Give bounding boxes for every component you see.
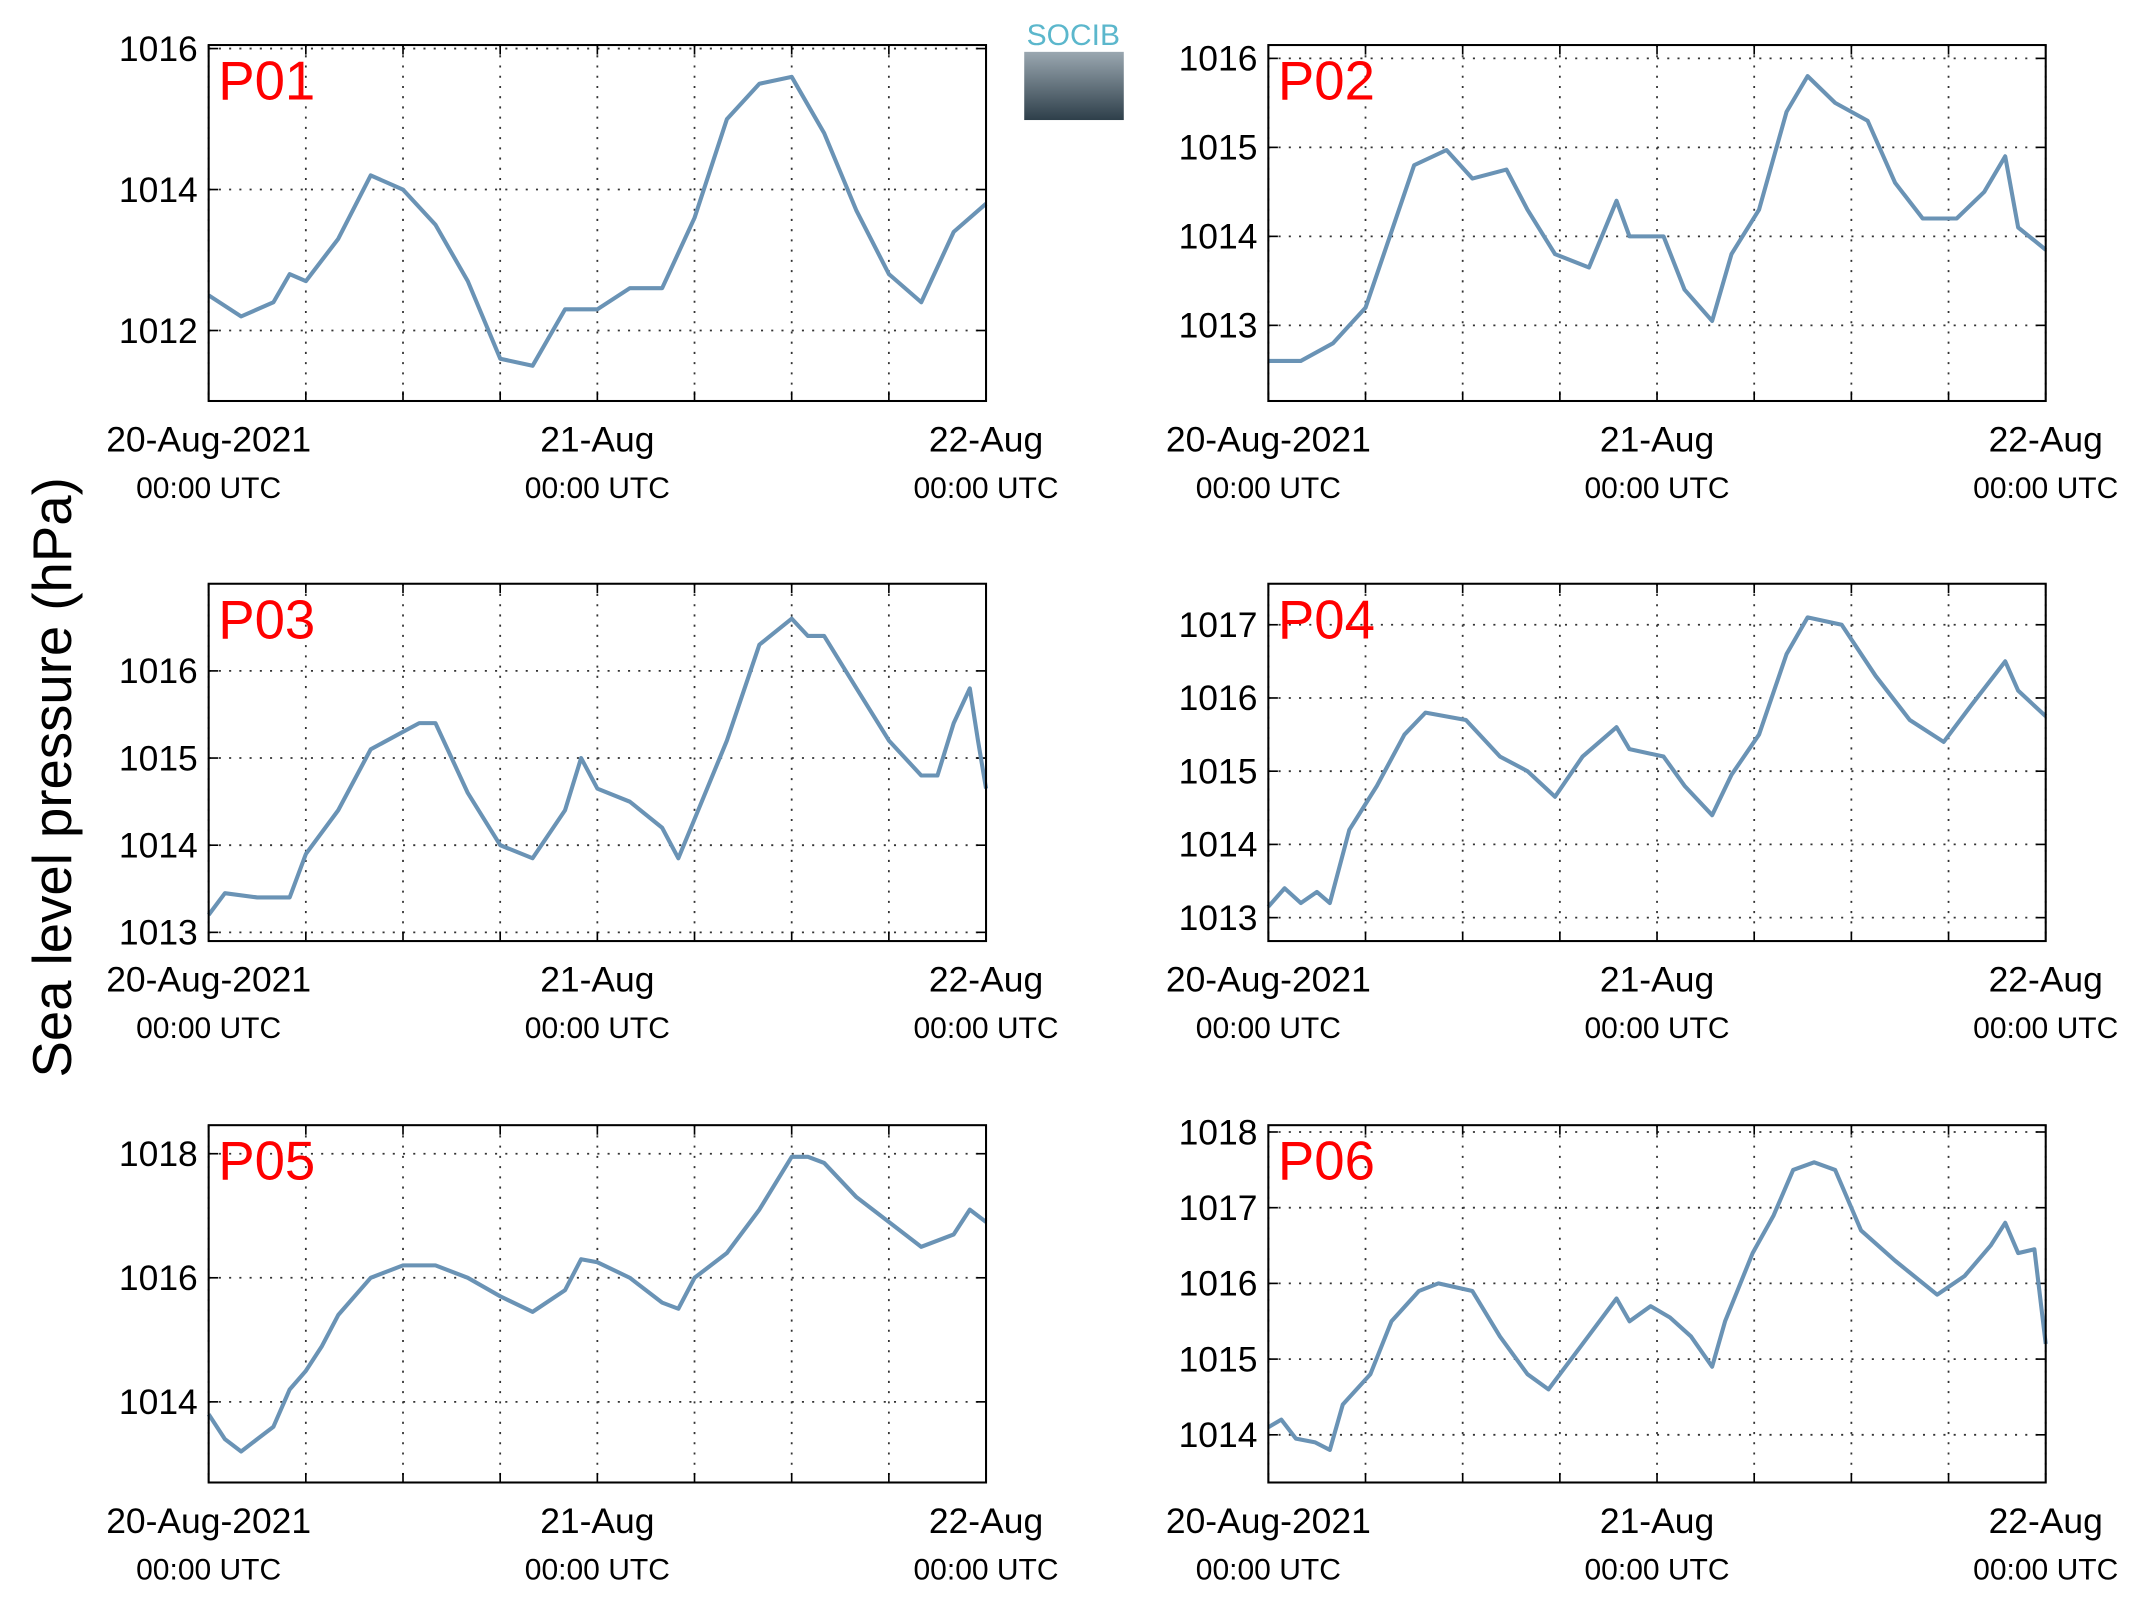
x-tick-label: 20-Aug-2021 00:00 UTC <box>106 960 311 1045</box>
x-tick-label: 21-Aug 00:00 UTC <box>525 1501 670 1586</box>
x-tick-label: 20-Aug-2021 00:00 UTC <box>1166 419 1371 504</box>
x-tick-label: 20-Aug-2021 00:00 UTC <box>106 1501 311 1586</box>
panel-title: P02 <box>1278 51 1375 112</box>
data-line <box>207 616 989 917</box>
x-tick-label: 22-Aug 00:00 UTC <box>913 960 1058 1045</box>
y-tick-label: 1015 <box>1179 1339 1258 1379</box>
y-tick-label: 1014 <box>1179 1415 1258 1455</box>
plot-area <box>208 45 987 401</box>
panel: 1014 1015 1016 1017 1018 20-Aug-2021 00:00 UTC… <box>1166 1112 2118 1586</box>
panel: 1013 1014 1015 1016 20-Aug-2021 00:00 UTC 21-A… <box>1166 39 2118 505</box>
y-axis-label: Sea level pressure (hPa) <box>22 477 83 1077</box>
logo: SOCIB <box>1024 19 1124 121</box>
panel-title: P05 <box>218 1131 315 1192</box>
data-line <box>206 1154 988 1454</box>
logo-text: SOCIB <box>1027 19 1120 52</box>
panel-title: P06 <box>1278 1131 1375 1192</box>
y-tick-label: 1014 <box>119 1382 198 1422</box>
panel-title: P04 <box>1278 589 1375 650</box>
plot-area <box>208 1125 987 1483</box>
y-tick-label: 1016 <box>1179 678 1258 718</box>
y-tick-label: 1018 <box>1179 1112 1258 1152</box>
y-tick-label: 1013 <box>1179 306 1258 346</box>
y-tick-label: 1018 <box>119 1134 198 1174</box>
y-tick-label: 1017 <box>1179 605 1258 645</box>
plot-frame <box>1267 582 2047 943</box>
x-tick-label: 21-Aug 00:00 UTC <box>1584 960 1729 1045</box>
plot-frame <box>207 1124 988 1484</box>
plot-frame <box>207 44 988 403</box>
x-tick-label: 22-Aug 00:00 UTC <box>913 419 1058 504</box>
panel: 1013 1014 1015 1016 20-Aug-2021 00:00 UTC 21-A… <box>106 582 1059 1045</box>
x-tick-label: 21-Aug 00:00 UTC <box>525 960 670 1045</box>
y-tick-label: 1016 <box>119 651 198 691</box>
y-tick-label: 1015 <box>1179 128 1258 168</box>
data-line <box>1266 615 2048 909</box>
plot-area <box>208 583 987 942</box>
y-tick-label: 1012 <box>119 311 198 351</box>
logo-box <box>1024 51 1124 121</box>
panel-title: P01 <box>218 51 315 112</box>
x-tick-label: 21-Aug 00:00 UTC <box>525 419 670 504</box>
x-tick-label: 22-Aug 00:00 UTC <box>1973 1501 2118 1586</box>
y-tick-label: 1016 <box>119 1258 198 1298</box>
y-tick-label: 1016 <box>119 29 198 69</box>
plot-frame <box>1267 1124 2047 1484</box>
data-line <box>207 74 988 368</box>
y-tick-label: 1016 <box>1179 1264 1258 1304</box>
panel: 1014 1016 1018 20-Aug-2021 00:00 UTC 21-Aug 00… <box>106 1124 1059 1586</box>
panel-title: P03 <box>218 589 315 650</box>
x-tick-label: 22-Aug 00:00 UTC <box>1973 960 2118 1045</box>
x-tick-label: 22-Aug 00:00 UTC <box>1973 419 2118 504</box>
x-tick-label: 22-Aug 00:00 UTC <box>913 1501 1058 1586</box>
x-tick-label: 20-Aug-2021 00:00 UTC <box>1166 960 1371 1045</box>
plot-area <box>1268 583 2046 942</box>
x-tick-label: 21-Aug 00:00 UTC <box>1584 1501 1729 1586</box>
y-tick-label: 1013 <box>1179 898 1258 938</box>
plot-area <box>1268 1125 2046 1483</box>
data-line <box>1268 74 2048 363</box>
data-line <box>1267 1160 2048 1452</box>
plot-area <box>1268 45 2046 401</box>
y-tick-label: 1014 <box>1179 825 1258 865</box>
panel: 1013 1014 1015 1016 1017 20-Aug-2021 00:00 UTC… <box>1166 582 2118 1045</box>
panel: 1012 1014 1016 20-Aug-2021 00:00 UTC 21-Aug 00… <box>106 29 1058 505</box>
plot-frame <box>1267 44 2047 403</box>
y-tick-label: 1015 <box>1179 751 1258 791</box>
y-tick-label: 1016 <box>1179 39 1258 79</box>
x-tick-label: 20-Aug-2021 00:00 UTC <box>106 419 311 504</box>
plot-frame <box>207 582 988 943</box>
y-tick-label: 1017 <box>1179 1188 1258 1228</box>
x-tick-label: 21-Aug 00:00 UTC <box>1584 419 1729 504</box>
y-tick-label: 1015 <box>119 738 198 778</box>
y-tick-label: 1014 <box>119 170 198 210</box>
y-tick-label: 1014 <box>119 825 198 865</box>
y-tick-label: 1013 <box>119 913 198 953</box>
y-tick-label: 1014 <box>1179 217 1258 257</box>
x-tick-label: 20-Aug-2021 00:00 UTC <box>1166 1501 1371 1586</box>
